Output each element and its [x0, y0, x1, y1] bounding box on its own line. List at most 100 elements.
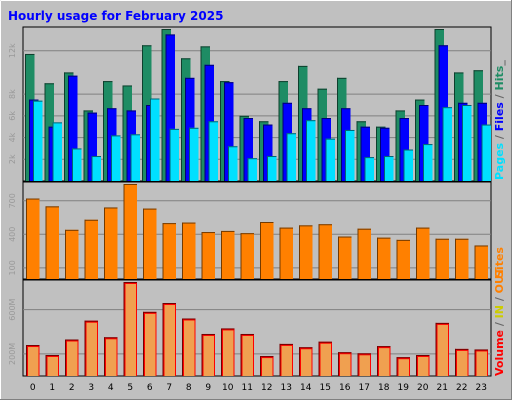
bar-volume-inner: [359, 355, 370, 376]
x-tick-label: 14: [300, 383, 312, 393]
bar-pages: [72, 148, 82, 181]
y-tick-label: 400: [8, 227, 17, 242]
bar-pages: [286, 133, 296, 181]
bar-files: [360, 126, 370, 181]
x-tick-label: 2: [69, 383, 75, 393]
bar-pages: [33, 100, 43, 181]
x-tick-label: 20: [417, 383, 429, 393]
bar-pages: [306, 120, 316, 181]
bar-sites: [26, 198, 40, 279]
x-tick-label: 0: [30, 383, 36, 393]
series-sites: [26, 184, 488, 279]
x-tick-label: 3: [88, 383, 94, 393]
bar-sites: [45, 206, 59, 279]
bar-sites: [396, 239, 410, 279]
bar-sites: [65, 229, 79, 279]
bar-volume-inner: [320, 343, 331, 376]
x-tick-label: 12: [261, 383, 272, 393]
bar-volume-inner: [184, 320, 195, 376]
x-tick-label: 4: [108, 383, 114, 393]
bar-sites: [279, 227, 293, 279]
bar-pages: [247, 158, 257, 181]
bar-pages: [364, 157, 374, 181]
bar-pages: [462, 105, 472, 181]
bar-files: [243, 118, 253, 181]
x-tick-labels: 0 1 2 3 4 5 6 7 8 9 10 11 12 13 14 15 16 17 18 19 20 21 22 23: [30, 383, 487, 393]
bar-volume-inner: [28, 347, 39, 376]
chart-title: Hourly usage for February 2025: [8, 9, 223, 23]
bar-pages: [52, 122, 62, 181]
bar-sites: [240, 233, 254, 279]
legend-part: Volume: [493, 330, 506, 376]
bar-pages: [481, 124, 491, 181]
bar-volume-inner: [86, 322, 97, 376]
bar-volume-inner: [281, 345, 292, 376]
x-tick-label: 19: [398, 383, 410, 393]
x-tick-label: 16: [339, 383, 351, 393]
bar-files: [263, 124, 273, 181]
bar-volume-inner: [106, 339, 117, 376]
x-tick-label: 1: [49, 383, 55, 393]
bar-pages: [228, 146, 238, 181]
legend-part: Pages: [493, 142, 506, 180]
bar-sites: [299, 225, 313, 279]
legend-part: _: [493, 60, 506, 66]
x-tick-label: 15: [320, 383, 331, 393]
x-tick-label: 9: [205, 383, 211, 393]
y-tick-label: 8k: [8, 89, 17, 99]
x-tick-label: 6: [147, 383, 153, 393]
bar-volume-inner: [47, 356, 58, 376]
panel-volume: 200M 600M: [8, 279, 492, 377]
legend-part: Files: [493, 102, 506, 132]
legend-part: /: [493, 131, 506, 143]
x-tick-label: 7: [166, 383, 172, 393]
bar-files: [380, 127, 390, 181]
x-tick-label: 5: [127, 383, 133, 393]
bar-pages: [423, 144, 433, 181]
series-pages: [33, 98, 491, 181]
bar-sites: [104, 207, 118, 279]
bar-files: [419, 105, 429, 181]
x-tick-label: 17: [359, 383, 370, 393]
bar-sites: [260, 222, 274, 279]
y-tick-label: 2k: [8, 154, 17, 164]
bar-pages: [384, 156, 394, 181]
x-tick-label: 21: [437, 383, 448, 393]
bar-sites: [455, 238, 469, 279]
legend-part: /: [493, 90, 506, 102]
bar-sites: [377, 237, 391, 279]
y-tick-label: 100: [8, 260, 17, 275]
bar-pages: [442, 107, 452, 181]
bar-volume-inner: [476, 351, 487, 376]
bar-volume-inner: [379, 348, 390, 376]
panels-layer: 2k 4k 6k 8k 12k 100 400 700 200M 600M: [8, 26, 492, 377]
bar-sites: [474, 245, 488, 279]
y-tick-label: 12k: [8, 43, 17, 58]
legend-part: /: [493, 318, 506, 330]
y-tick-label: 700: [8, 193, 17, 208]
series-volume: [26, 282, 488, 376]
bar-volume-inner: [437, 324, 448, 376]
bar-sites: [318, 224, 332, 279]
bar-pages: [267, 156, 277, 181]
panel-frame: [22, 279, 492, 377]
bar-volume-inner: [145, 313, 156, 376]
bar-sites: [338, 236, 352, 279]
bar-sites: [221, 230, 235, 279]
legend-part: OUT: [493, 267, 506, 293]
bar-sites: [357, 228, 371, 279]
bar-pages: [91, 156, 101, 181]
legend-part: Hits: [493, 65, 506, 90]
x-tick-label: 18: [378, 383, 390, 393]
panel-sites: 100 400 700: [8, 181, 492, 280]
x-tick-label: 8: [186, 383, 192, 393]
bar-files: [224, 82, 234, 181]
bar-volume-inner: [223, 330, 234, 376]
y-tick-label: 600M: [8, 298, 17, 320]
bar-files: [87, 112, 97, 181]
bar-pages: [111, 135, 121, 181]
bar-volume-inner: [242, 335, 253, 376]
bar-sites: [123, 184, 137, 279]
